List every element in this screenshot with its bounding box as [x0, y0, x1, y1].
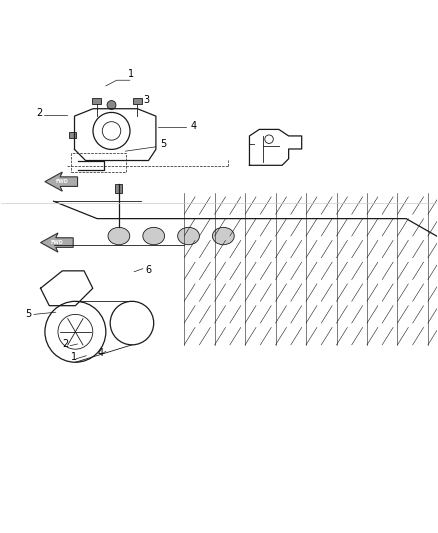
Bar	[92, 99, 101, 104]
Text: FWD: FWD	[55, 179, 68, 184]
Ellipse shape	[212, 228, 234, 245]
Text: 1: 1	[71, 352, 77, 362]
Bar	[69, 132, 76, 138]
Text: 5: 5	[160, 139, 166, 149]
Text: 3: 3	[143, 95, 149, 106]
Polygon shape	[45, 172, 78, 191]
Text: 4: 4	[97, 348, 103, 358]
Bar	[116, 184, 122, 192]
Ellipse shape	[143, 228, 165, 245]
Text: 6: 6	[145, 265, 151, 275]
Ellipse shape	[108, 228, 130, 245]
Circle shape	[107, 101, 116, 109]
Text: 2: 2	[62, 339, 69, 349]
Text: 1: 1	[127, 69, 134, 79]
Text: FWD: FWD	[51, 240, 64, 245]
Text: 2: 2	[36, 108, 42, 118]
Bar	[71, 153, 126, 172]
Text: 4: 4	[191, 122, 197, 132]
Text: 5: 5	[25, 309, 32, 319]
Bar	[133, 99, 142, 104]
Polygon shape	[41, 233, 73, 252]
Ellipse shape	[178, 228, 199, 245]
